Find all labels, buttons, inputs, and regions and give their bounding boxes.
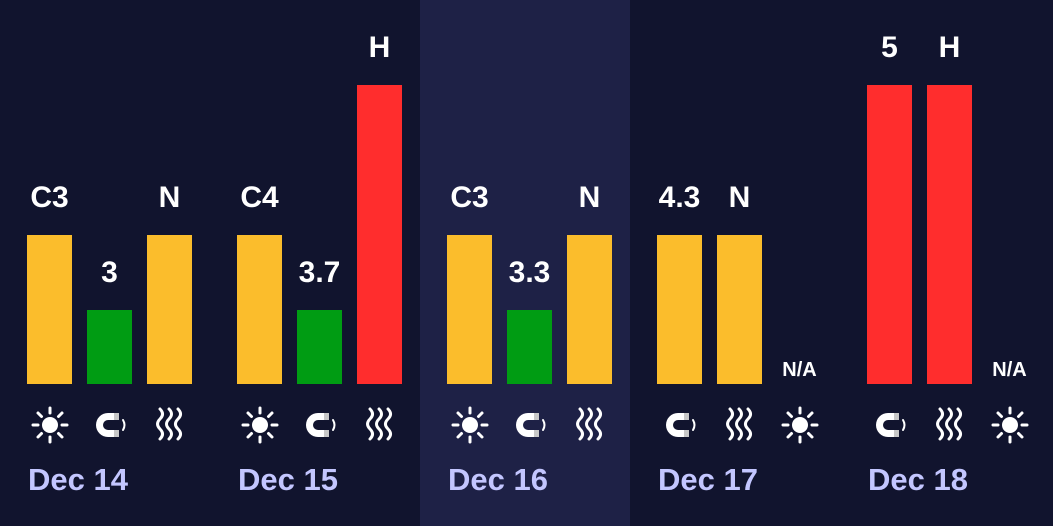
bar-dec-17-2 (717, 235, 762, 384)
bar-value-label: 3.7 (298, 256, 341, 289)
bar-value-label: 3.3 (508, 256, 551, 289)
bar-dec-15-1 (237, 235, 282, 384)
bar-value-label: N/A (992, 359, 1027, 381)
date-label: Dec 15 (238, 462, 338, 497)
heat-waves-icon (360, 405, 406, 445)
bar-dec-16-3 (567, 235, 612, 384)
bar-dec-14-2 (87, 310, 132, 384)
magnet-icon (90, 405, 136, 445)
bar-value-label: N/A (782, 359, 817, 381)
bar-value-label: C3 (450, 181, 489, 214)
bar-value-label: N (728, 181, 751, 214)
bar-value-label: C3 (30, 181, 69, 214)
bar-value-label: N (158, 181, 181, 214)
bar-value-label: 3 (101, 256, 118, 289)
heat-waves-icon (150, 405, 196, 445)
date-label: Dec 17 (658, 462, 758, 497)
bar-dec-15-2 (297, 310, 342, 384)
bar-value-label: N (578, 181, 601, 214)
bar-value-label: H (938, 31, 961, 64)
sun-icon (990, 405, 1036, 445)
sun-icon (450, 405, 496, 445)
sun-icon (30, 405, 76, 445)
bar-dec-18-1 (867, 85, 912, 384)
bar-dec-16-1 (447, 235, 492, 384)
heat-waves-icon (930, 405, 976, 445)
magnet-icon (510, 405, 556, 445)
heat-waves-icon (570, 405, 616, 445)
sun-icon (780, 405, 826, 445)
bar-dec-16-2 (507, 310, 552, 384)
bar-dec-17-1 (657, 235, 702, 384)
bar-value-label: C4 (240, 181, 279, 214)
sun-icon (240, 405, 286, 445)
date-label: Dec 16 (448, 462, 548, 497)
magnet-icon (300, 405, 346, 445)
bar-dec-15-3 (357, 85, 402, 384)
bar-dec-14-1 (27, 235, 72, 384)
date-label: Dec 18 (868, 462, 968, 497)
bar-value-label: 4.3 (658, 181, 701, 214)
bar-dec-18-2 (927, 85, 972, 384)
magnet-icon (660, 405, 706, 445)
bar-value-label: H (368, 31, 391, 64)
magnet-icon (870, 405, 916, 445)
bar-value-label: 5 (881, 31, 898, 64)
date-label: Dec 14 (28, 462, 128, 497)
bar-dec-14-3 (147, 235, 192, 384)
heat-waves-icon (720, 405, 766, 445)
